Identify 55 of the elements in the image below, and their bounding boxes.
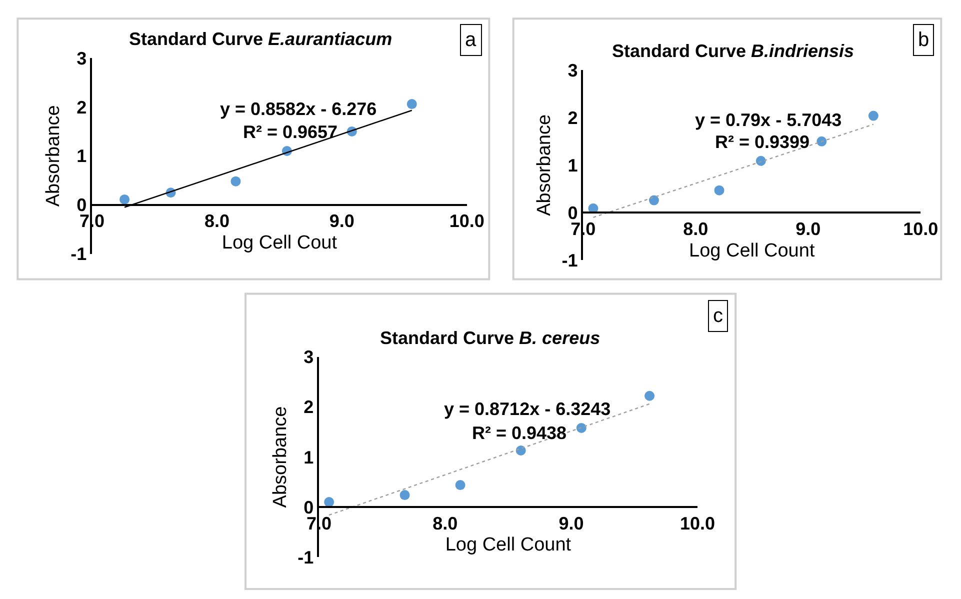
point [120, 194, 130, 204]
y-tick-label: 1 [76, 146, 87, 166]
annotation: R² = 0.9438 [472, 423, 567, 443]
y-tick-label: -1 [70, 244, 87, 264]
annotation: y = 0.8712x - 6.3243 [444, 399, 611, 419]
y-tick-label: -1 [298, 547, 314, 568]
point [816, 136, 827, 146]
x-axis-title: Log Cell Count [689, 240, 816, 262]
text: b [918, 29, 930, 51]
point [406, 99, 417, 110]
chart-title: Standard Curve B. cereus [380, 328, 600, 348]
y-tick-label: 2 [568, 108, 578, 128]
y-axis-title: Absorbance [270, 406, 291, 508]
point [324, 497, 334, 508]
y-tick-label: 3 [568, 60, 578, 81]
x-tick-label: 10.0 [449, 211, 484, 232]
point [648, 195, 659, 206]
chart-title: Standard Curve E.aurantiacum [129, 29, 392, 49]
y-tick-label: 0 [568, 202, 578, 223]
y-tick-label: 0 [76, 195, 87, 216]
point [400, 490, 410, 500]
y-tick-label: -1 [562, 250, 578, 270]
x-tick-label: 10.0 [903, 219, 938, 239]
point [455, 480, 466, 490]
annotation: R² = 0.9399 [715, 132, 810, 152]
text: c [713, 305, 723, 327]
x-tick-label: 9.0 [796, 219, 821, 239]
y-axis-title: Absorbance [43, 105, 64, 207]
annotation: R² = 0.9657 [243, 122, 338, 142]
y-tick-label: 3 [76, 48, 87, 68]
x-axis-title: Log Cell Cout [222, 232, 338, 254]
y-axis-title: Absorbance [534, 114, 556, 216]
point [714, 185, 724, 196]
x-axis-title: Log Cell Count [445, 534, 572, 556]
chart-title: Standard Curve B.indriensis [612, 41, 854, 61]
y-tick-label: 2 [76, 97, 87, 118]
y-tick-label: 1 [568, 155, 578, 176]
x-tick-label: 10.0 [680, 513, 716, 534]
point [868, 110, 878, 121]
annotation: y = 0.79x - 5.7043 [695, 110, 842, 130]
y-tick-label: 1 [304, 447, 314, 468]
x-tick-label: 8.0 [432, 513, 458, 534]
y-tick-label: 3 [304, 347, 314, 368]
y-tick-label: 2 [304, 397, 314, 418]
point [644, 390, 655, 401]
y-tick-label: 0 [304, 497, 314, 518]
point [756, 156, 766, 166]
x-tick-label: 9.0 [558, 513, 584, 534]
text: a [465, 29, 477, 51]
point [230, 176, 241, 186]
x-tick-label: 8.0 [204, 211, 230, 232]
point [576, 422, 586, 433]
x-tick-label: 8.0 [683, 219, 708, 239]
x-tick-label: 9.0 [329, 211, 354, 232]
annotation: y = 0.8582x - 6.276 [220, 99, 377, 119]
